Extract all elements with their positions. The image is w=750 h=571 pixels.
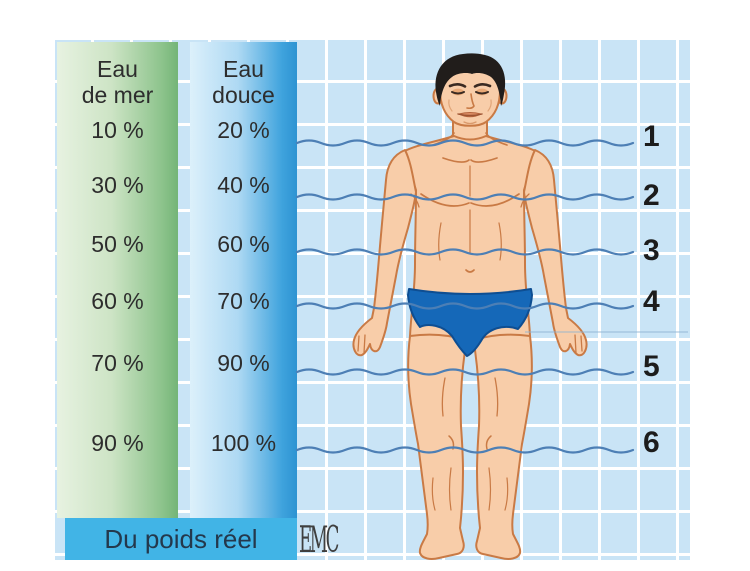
sea-value-1: 10 %	[91, 117, 144, 143]
fresh-value-3: 60 %	[217, 231, 270, 257]
sea-value-6: 90 %	[91, 430, 144, 456]
diagram-area: Eau de mer 10 % 30 % 50 % 60 % 70 % 90 %…	[55, 40, 690, 560]
level-number-1: 1	[643, 120, 660, 153]
level-number-5: 5	[643, 350, 660, 383]
right-arm	[523, 149, 588, 357]
level-number-3: 3	[643, 234, 660, 267]
level-number-6: 6	[643, 426, 660, 459]
fresh-value-4: 70 %	[217, 288, 270, 314]
right-leg	[473, 333, 533, 560]
fresh-value-2: 40 %	[217, 172, 270, 198]
fresh-value-6: 100 %	[210, 430, 277, 456]
sea-value-2: 30 %	[91, 172, 144, 198]
sea-water-header-line2: de mer	[81, 82, 154, 108]
sea-water-header: Eau de mer	[57, 56, 178, 108]
sea-water-column: Eau de mer 10 % 30 % 50 % 60 % 70 % 90 %	[57, 42, 178, 518]
sea-water-header-line1: Eau	[97, 56, 138, 82]
fresh-water-header: Eau douce	[190, 56, 297, 108]
fresh-water-column: Eau douce 20 % 40 % 60 % 70 % 90 % 100 %	[190, 42, 297, 518]
level-number-4: 4	[643, 285, 660, 318]
footer-label-bar: Du poids réel	[65, 518, 297, 560]
footer-label: Du poids réel	[104, 523, 258, 554]
emc-logo: EMC	[299, 520, 339, 561]
sea-value-5: 70 %	[91, 350, 144, 376]
fresh-value-5: 90 %	[217, 350, 270, 376]
face-details	[448, 83, 492, 125]
left-leg	[407, 333, 467, 560]
sea-value-3: 50 %	[91, 231, 144, 257]
fresh-water-header-line2: douce	[212, 82, 275, 108]
fresh-value-1: 20 %	[217, 117, 270, 143]
level-number-2: 2	[643, 179, 660, 212]
sea-value-4: 60 %	[91, 288, 144, 314]
standing-man-figure	[352, 53, 588, 560]
body-details	[357, 132, 583, 511]
left-arm	[352, 149, 417, 357]
hair	[435, 53, 506, 106]
fresh-water-header-line1: Eau	[223, 56, 264, 82]
